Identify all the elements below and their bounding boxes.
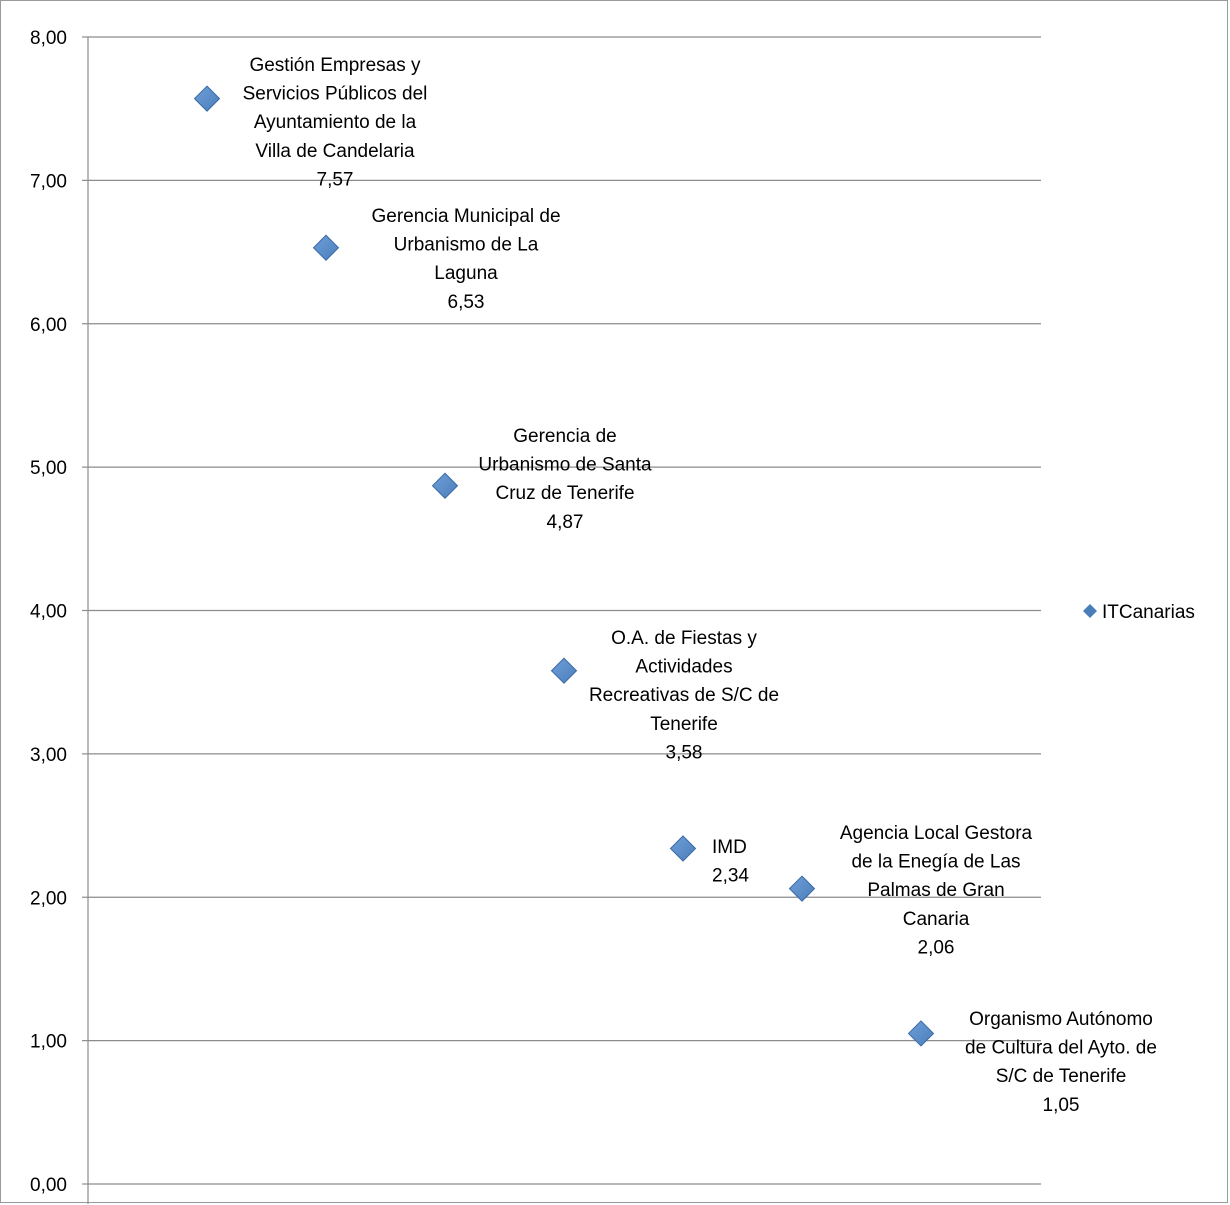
data-label-line: Urbanismo de La: [394, 235, 539, 256]
data-point: [788, 875, 816, 902]
data-label-line: 3,58: [666, 742, 703, 763]
data-label-line: Organismo Autónomo: [969, 1009, 1153, 1030]
data-points: [193, 85, 935, 1047]
data-label-line: O.A. de Fiestas y: [611, 628, 757, 649]
data-label-line: 4,87: [547, 512, 584, 533]
data-label-line: Agencia Local Gestora: [840, 823, 1033, 844]
legend: ITCanarias: [1083, 602, 1195, 623]
y-tick-label: 4,00: [30, 602, 67, 623]
data-label-line: Urbanismo de Santa: [478, 455, 652, 476]
data-label-line: Palmas de Gran: [867, 880, 1004, 901]
data-label: Agencia Local Gestora de la Enegía de Las…: [840, 823, 1033, 958]
data-point: [669, 835, 697, 862]
legend-label: ITCanarias: [1102, 602, 1195, 623]
legend-marker: [1083, 604, 1097, 618]
data-label: Gerencia Municipal de Urbanismo de La Lagu…: [371, 206, 560, 313]
data-label-line: Ayuntamiento de la: [254, 112, 417, 133]
y-tick-label: 6,00: [30, 315, 67, 336]
y-tick-labels: 0,00 1,00 2,00 3,00 4,00 5,00 6,00 7,00 8,00: [30, 28, 67, 1196]
data-label-line: S/C de Tenerife: [996, 1066, 1127, 1087]
data-point: [193, 85, 221, 112]
data-label-line: de la Enegía de Las: [851, 852, 1020, 873]
data-label: Gerencia de Urbanismo de Santa Cruz de Ten…: [478, 426, 652, 533]
data-label-line: 7,57: [317, 169, 354, 190]
data-label-line: Gerencia Municipal de: [371, 206, 560, 227]
data-label-line: Gestión Empresas y: [249, 55, 421, 76]
data-label-line: Laguna: [434, 263, 498, 284]
data-label-line: Cruz de Tenerife: [495, 483, 634, 504]
data-label: Gestión Empresas y Servicios Públicos del…: [243, 55, 428, 190]
data-label-line: IMD: [712, 837, 747, 858]
data-label-line: Recreativas de S/C de: [589, 685, 779, 706]
data-label-line: 1,05: [1043, 1095, 1080, 1116]
data-label-line: Villa de Candelaria: [255, 141, 415, 162]
y-tick-label: 5,00: [30, 458, 67, 479]
data-label-line: 6,53: [448, 292, 485, 313]
y-axis: [82, 36, 89, 1204]
data-label-line: de Cultura del Ayto. de: [965, 1038, 1157, 1059]
y-tick-label: 8,00: [30, 28, 67, 49]
data-point: [907, 1020, 935, 1047]
data-label-line: Tenerife: [650, 714, 718, 735]
data-label: IMD 2,34: [712, 837, 749, 887]
gridlines: [88, 36, 1041, 1185]
data-label-line: Servicios Públicos del: [243, 84, 428, 105]
data-label: Organismo Autónomo de Cultura del Ayto. d…: [965, 1009, 1157, 1116]
data-label: O.A. de Fiestas y Actividades Recreativas …: [589, 628, 779, 763]
data-point: [550, 657, 578, 684]
data-label-line: 2,06: [918, 937, 955, 958]
y-tick-label: 3,00: [30, 745, 67, 766]
y-tick-label: 2,00: [30, 888, 67, 909]
data-label-line: Canaria: [903, 909, 970, 930]
data-point: [312, 234, 340, 261]
data-point: [431, 472, 459, 499]
y-tick-label: 7,00: [30, 171, 67, 192]
y-tick-label: 1,00: [30, 1032, 67, 1053]
data-labels: Gestión Empresas y Servicios Públicos del…: [243, 55, 1157, 1116]
y-tick-label: 0,00: [30, 1175, 67, 1196]
data-label-line: 2,34: [712, 866, 749, 887]
data-label-line: Gerencia de: [513, 426, 617, 447]
data-label-line: Actividades: [635, 657, 732, 678]
